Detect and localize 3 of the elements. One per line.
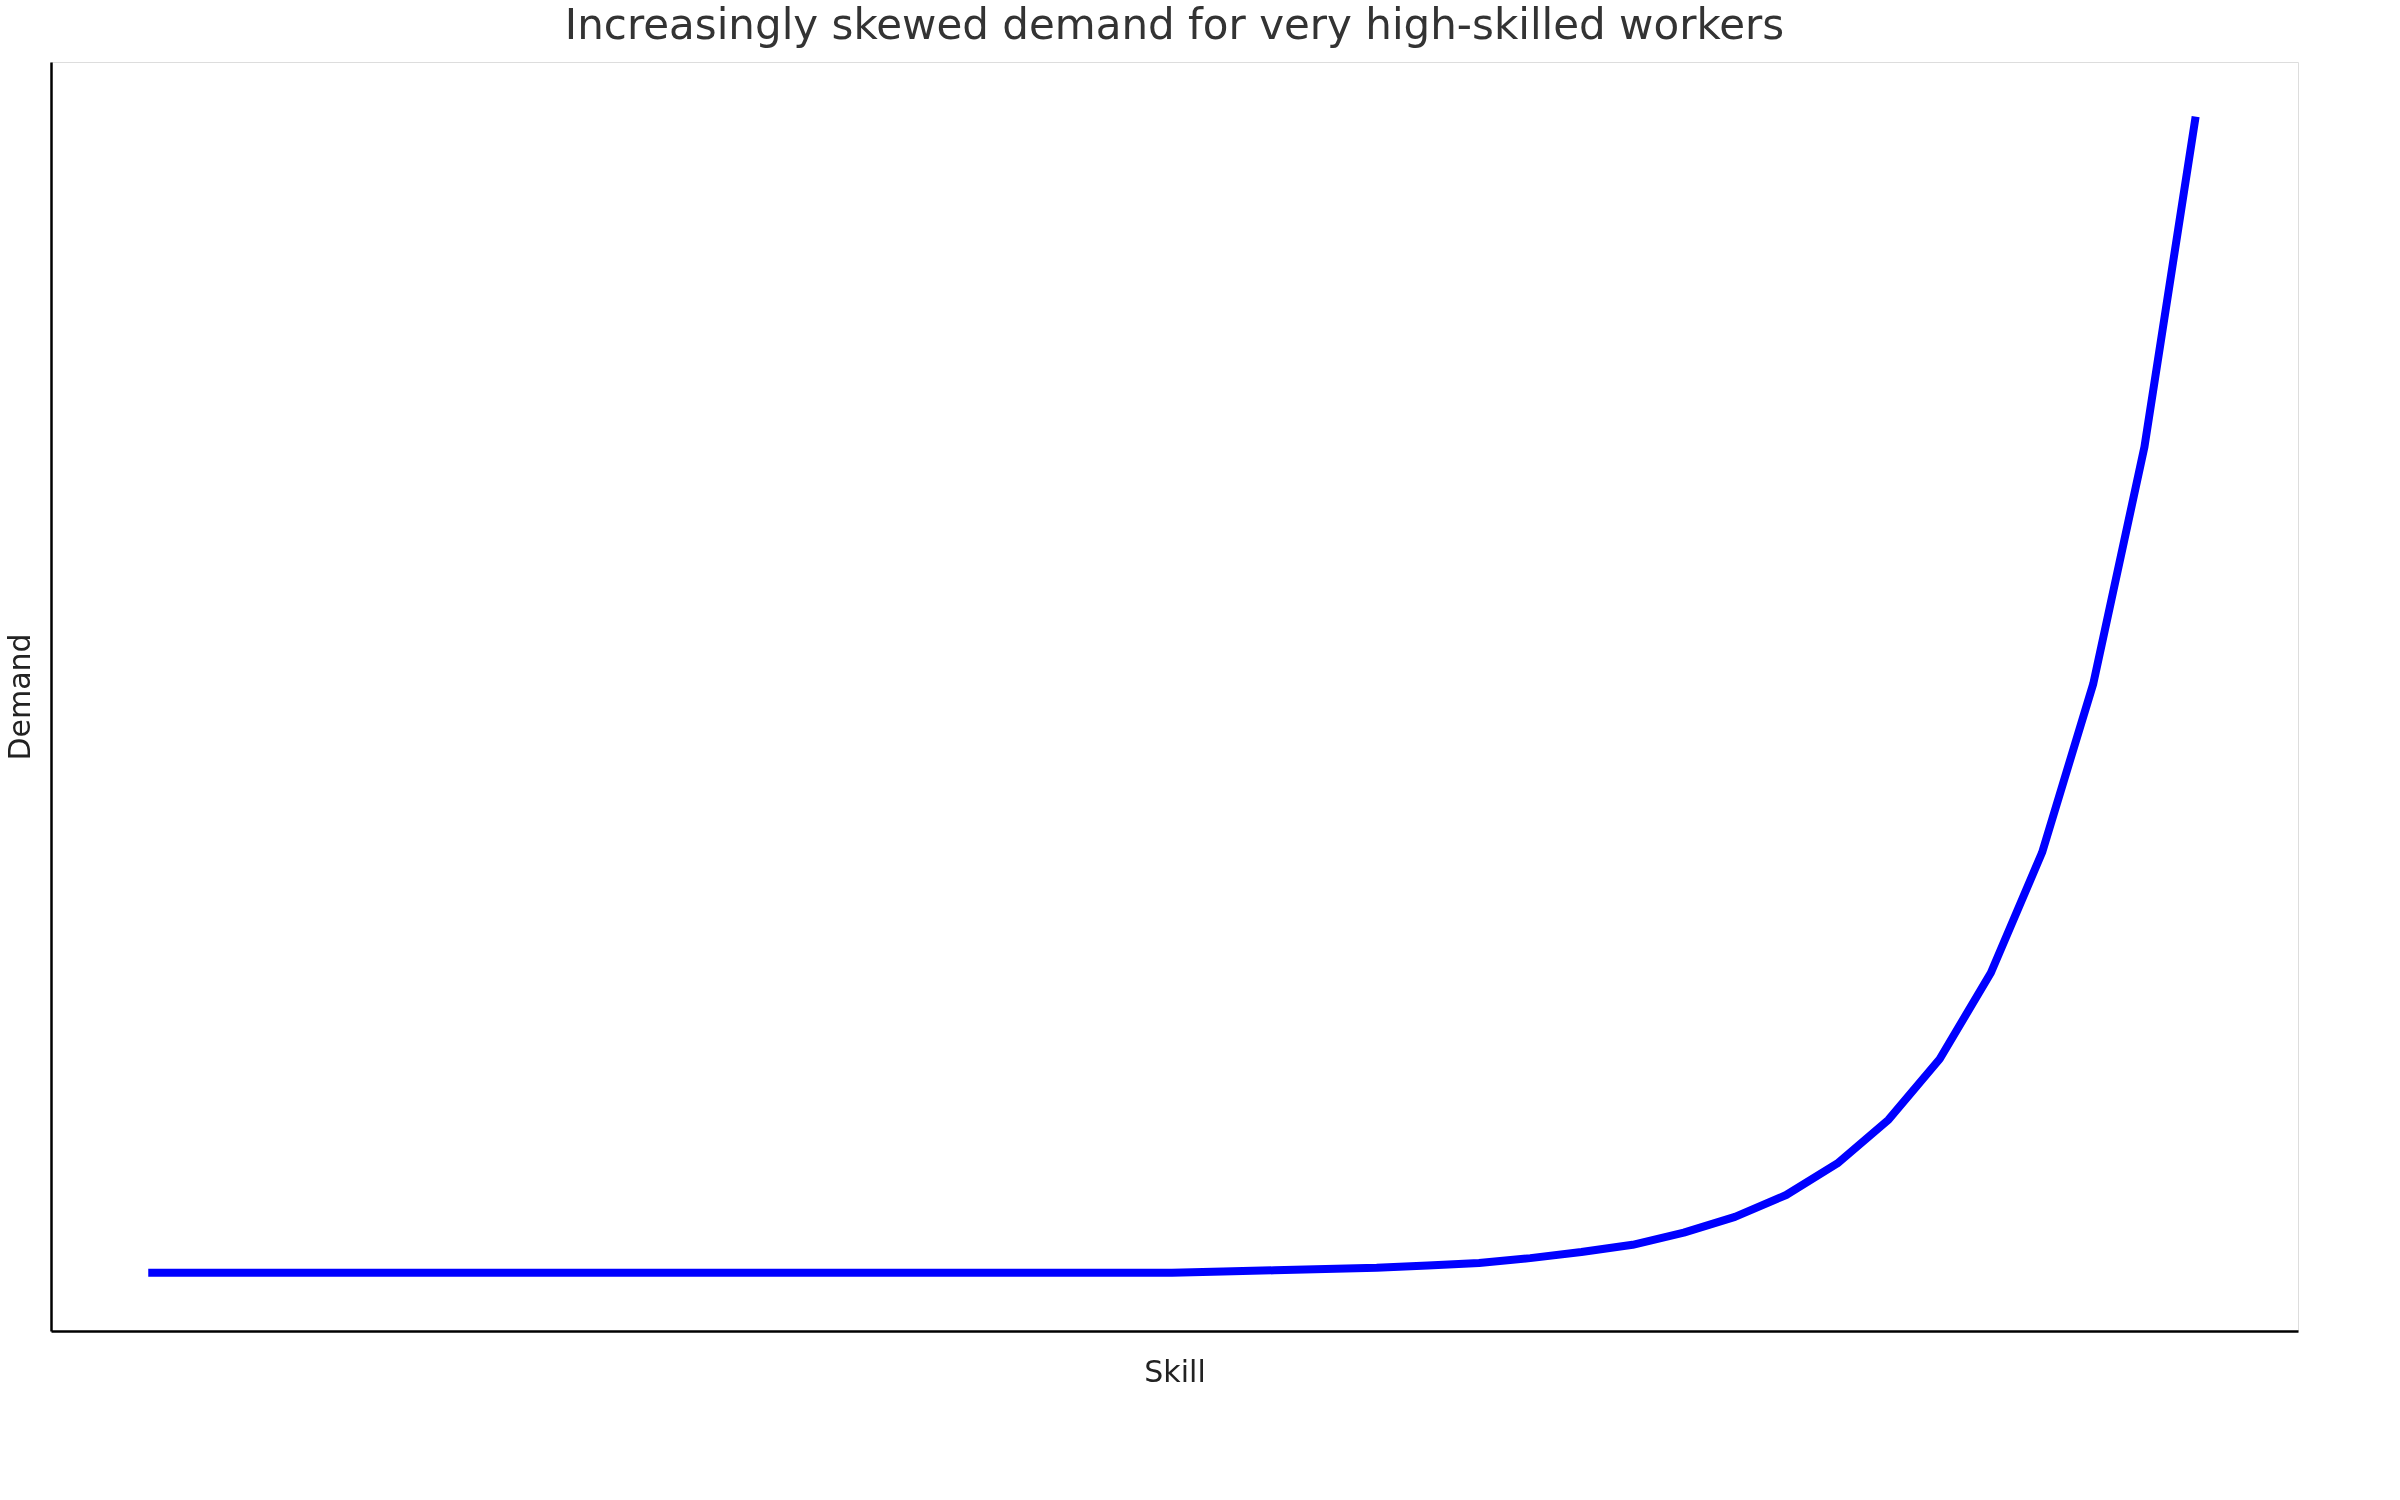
x-axis-title: Skill	[1144, 1353, 1206, 1389]
y-axis-title: Demand	[1, 633, 37, 761]
chart-title: Increasingly skewed demand for very high-skilled workers	[564, 0, 1785, 49]
